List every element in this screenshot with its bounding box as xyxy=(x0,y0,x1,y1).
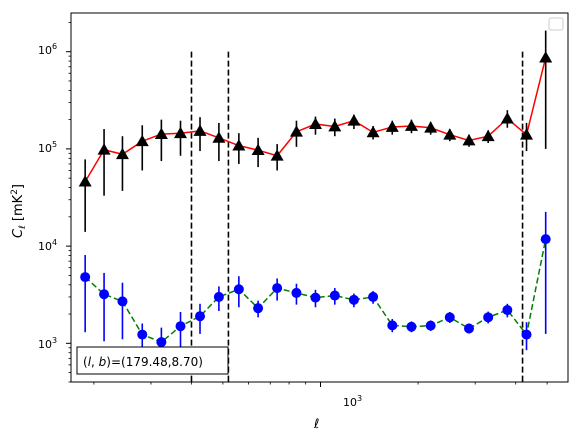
series-0-point-3 xyxy=(135,134,149,147)
series-0-point-10 xyxy=(270,149,284,161)
series-0-point-16 xyxy=(385,120,399,132)
y-axis-label: Cℓ [mK2] xyxy=(10,184,28,238)
series-0-point-6 xyxy=(193,124,207,136)
series-1-point-14 xyxy=(348,294,359,305)
series-1-point-18 xyxy=(425,320,436,331)
y-tick-label-1e5: 105 xyxy=(38,140,57,155)
series-0-point-17 xyxy=(404,119,418,131)
series-1-point-11 xyxy=(291,287,302,298)
series-1-point-9 xyxy=(253,303,264,314)
series-1-point-6 xyxy=(195,311,206,322)
series-0-point-19 xyxy=(443,128,457,140)
series-0-point-18 xyxy=(424,121,438,133)
annotation-text: (l, b)=(179.48,8.70) xyxy=(83,355,203,369)
series-0-point-15 xyxy=(366,125,380,138)
y-tick-labels: 103 104 105 106 xyxy=(38,42,57,351)
series-1-point-20 xyxy=(463,323,474,334)
x-tick-label-1000: 103 xyxy=(343,394,362,409)
series-0-point-1 xyxy=(97,143,111,155)
series-1-point-12 xyxy=(310,292,321,303)
y-tick-label-1e6: 106 xyxy=(38,42,57,57)
series-0-point-12 xyxy=(308,117,322,129)
series-0-point-8 xyxy=(232,139,246,151)
series-0-point-24 xyxy=(539,51,553,63)
series-0-point-23 xyxy=(520,128,534,140)
axis-ticks xyxy=(66,22,548,387)
series-1-point-7 xyxy=(213,291,224,302)
legend-box xyxy=(548,17,564,31)
annotation-box xyxy=(76,346,229,375)
series-0-point-14 xyxy=(347,114,361,126)
series-0 xyxy=(78,30,553,232)
series-1-point-13 xyxy=(329,290,340,301)
series-1-point-19 xyxy=(444,312,455,323)
plot-area xyxy=(71,13,568,382)
series-1-point-8 xyxy=(233,284,244,295)
series-0-point-11 xyxy=(289,125,303,137)
x-axis-label: ℓ xyxy=(313,417,319,432)
series-1-point-0 xyxy=(80,272,91,283)
series-1-point-3 xyxy=(137,329,148,340)
y-tick-label-1e3: 103 xyxy=(38,336,57,351)
series-1-point-24 xyxy=(540,234,551,245)
series-1-point-22 xyxy=(502,305,513,316)
series-1 xyxy=(80,211,551,362)
series-0-point-9 xyxy=(251,143,265,156)
annotation: (l, b)=(179.48,8.70) xyxy=(76,346,229,375)
series-0-point-22 xyxy=(500,112,514,124)
series-0-point-7 xyxy=(212,131,226,143)
series-1-point-15 xyxy=(368,291,379,302)
plot-frame xyxy=(70,12,569,383)
series-0-point-20 xyxy=(462,133,476,146)
series-layer xyxy=(78,30,553,362)
series-0-point-13 xyxy=(328,119,342,132)
series-1-point-23 xyxy=(521,329,532,340)
series-1-point-10 xyxy=(272,283,283,294)
series-1-point-16 xyxy=(387,320,398,331)
series-1-point-21 xyxy=(483,312,494,323)
series-1-point-2 xyxy=(117,296,128,307)
vertical-dashed-lines xyxy=(190,51,524,382)
series-1-point-17 xyxy=(406,321,417,332)
series-0-point-4 xyxy=(154,127,168,139)
series-0-point-5 xyxy=(174,126,188,139)
series-1-point-4 xyxy=(156,337,167,348)
series-0-point-0 xyxy=(78,175,92,187)
series-1-point-1 xyxy=(99,289,110,300)
series-0-point-2 xyxy=(115,147,129,160)
y-tick-label-1e4: 104 xyxy=(38,238,57,253)
series-0-point-21 xyxy=(481,129,495,142)
series-1-point-5 xyxy=(175,321,186,332)
